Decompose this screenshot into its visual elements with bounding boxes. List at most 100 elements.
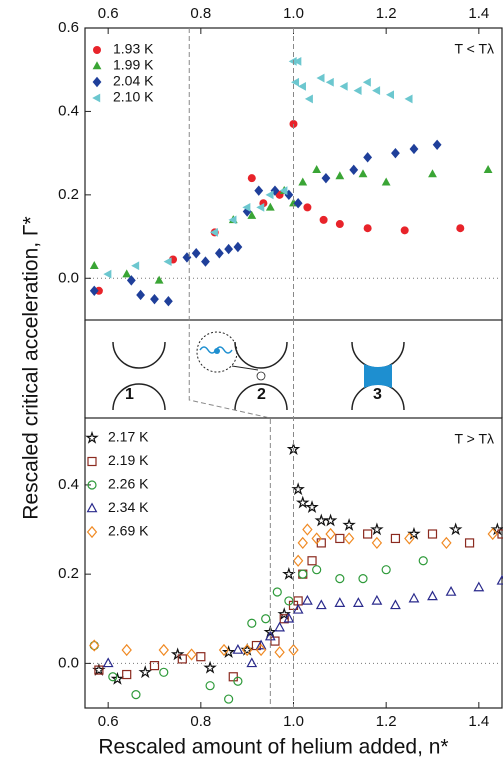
point [307, 556, 317, 566]
point [263, 625, 278, 638]
point [487, 527, 498, 541]
point [409, 143, 419, 155]
point [339, 82, 348, 91]
point [358, 574, 368, 584]
point [186, 648, 197, 661]
point [496, 574, 503, 585]
point [353, 86, 362, 95]
point [372, 86, 381, 95]
point [362, 77, 371, 87]
legend-marker [92, 93, 101, 103]
point [274, 621, 286, 632]
point [288, 56, 297, 66]
zoom-spot [256, 371, 266, 381]
point [323, 513, 338, 527]
point [325, 527, 336, 541]
point [138, 665, 153, 679]
point [233, 241, 243, 253]
point [121, 643, 132, 657]
y-tick-label: 0.0 [58, 654, 79, 671]
sphere-1-top [112, 341, 166, 369]
point [214, 248, 224, 259]
point [282, 567, 296, 580]
point [390, 599, 401, 610]
zoom-arrow [231, 365, 259, 371]
y-tick-label: 0.2 [58, 186, 79, 203]
point [441, 536, 452, 550]
point [108, 672, 118, 682]
point [122, 269, 132, 278]
point [270, 636, 280, 646]
point [247, 174, 256, 183]
point [89, 285, 99, 296]
legend-label: 2.69 K [108, 523, 149, 539]
point [302, 523, 313, 536]
point [224, 694, 234, 704]
legend-label: 2.19 K [108, 452, 149, 468]
point [136, 289, 145, 301]
point [408, 592, 420, 603]
point [255, 639, 267, 650]
point [297, 82, 306, 91]
point [400, 226, 409, 235]
point [126, 275, 136, 286]
x-axis-label: Rescaled amount of helium added, n* [98, 736, 448, 759]
sphere-2-bottom [234, 383, 288, 411]
legend-marker [93, 46, 101, 54]
point [191, 248, 201, 259]
point [404, 94, 413, 104]
point [295, 495, 310, 509]
sphere-2-top [234, 341, 288, 369]
point [427, 590, 438, 601]
point [265, 190, 274, 200]
point [149, 661, 160, 671]
diagram-label: 3 [373, 386, 382, 403]
point [314, 513, 329, 527]
y-tick-label: 0.6 [58, 19, 79, 36]
x-tick-label: 0.8 [190, 5, 211, 22]
point [342, 517, 356, 531]
point [261, 614, 271, 624]
x-tick-label: 1.0 [283, 5, 304, 22]
point [391, 147, 400, 159]
point [349, 164, 359, 176]
point [407, 526, 421, 540]
legend-label: 2.10 K [113, 89, 154, 105]
points [89, 442, 503, 704]
point [432, 139, 442, 150]
point [159, 667, 169, 677]
legend-marker [92, 76, 102, 88]
point [371, 594, 383, 605]
point [428, 169, 437, 178]
point [154, 275, 164, 284]
point [303, 203, 312, 212]
point [201, 256, 210, 267]
x-tick-label: 1.0 [283, 713, 304, 730]
point [270, 185, 280, 196]
point [363, 152, 373, 163]
diagram [112, 331, 405, 411]
point [221, 645, 236, 658]
point [122, 669, 132, 680]
legend-marker [87, 456, 97, 467]
sphere-1-bottom [112, 383, 166, 411]
x-tick-label: 1.2 [376, 713, 397, 730]
sphere-3-top [351, 341, 405, 369]
legend-marker [85, 430, 99, 444]
point [89, 639, 100, 652]
y-tick-label: 0.4 [58, 476, 79, 493]
point [325, 77, 334, 87]
point [242, 202, 251, 212]
point [177, 654, 187, 664]
legend-marker [92, 61, 102, 70]
point [427, 529, 438, 539]
diagram-label: 1 [125, 386, 134, 403]
x-tick-label: 0.6 [98, 5, 119, 22]
point [335, 171, 345, 180]
point [232, 643, 244, 654]
point [272, 587, 282, 597]
point [404, 532, 415, 545]
point [312, 165, 322, 174]
x-tick-label: 1.4 [468, 713, 489, 730]
point [298, 177, 308, 186]
